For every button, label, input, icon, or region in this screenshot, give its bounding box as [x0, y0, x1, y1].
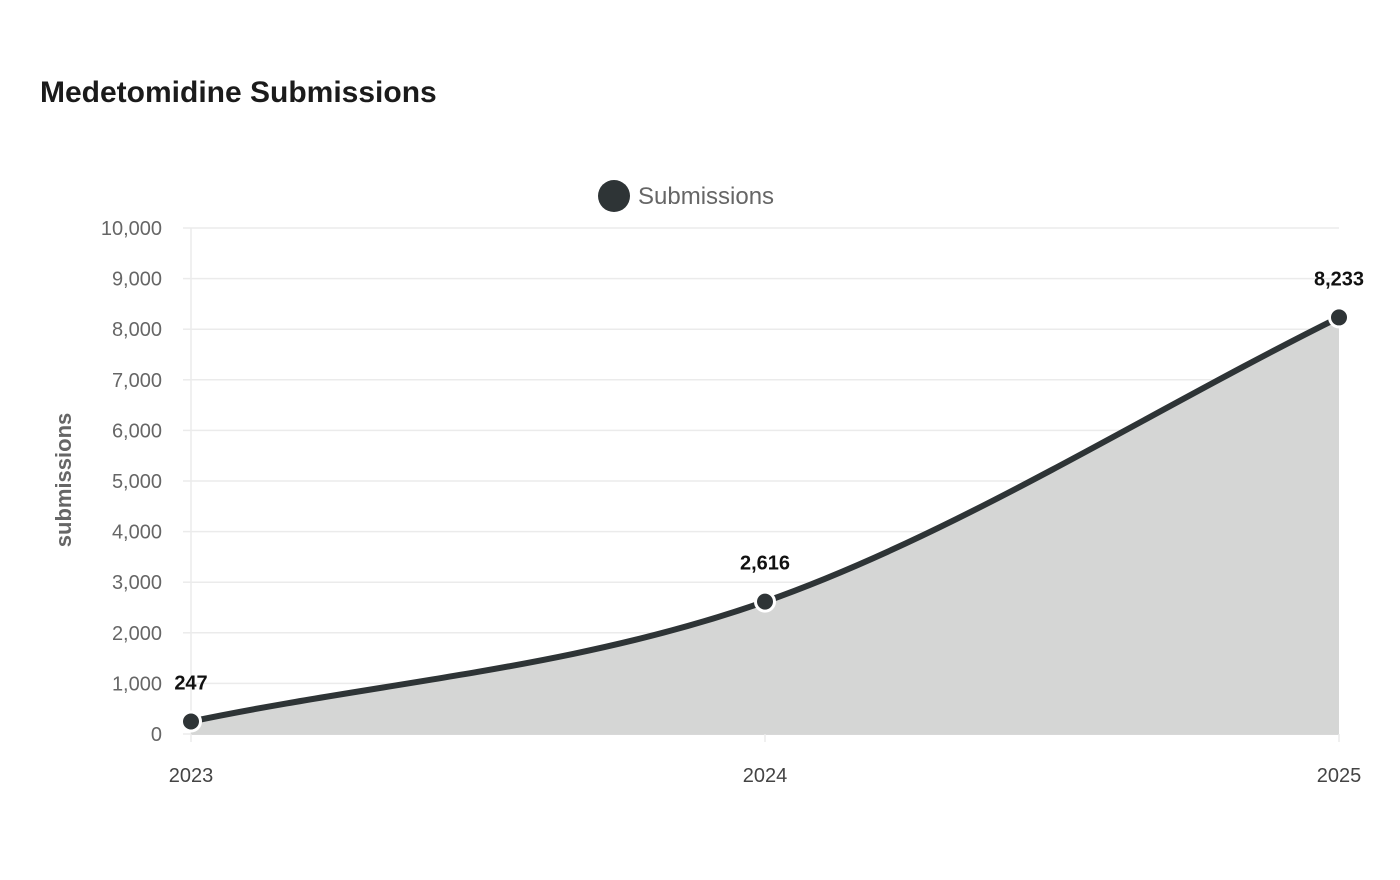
y-tick-label: 5,000 [112, 471, 162, 493]
legend-marker [598, 180, 630, 212]
y-tick-label: 0 [151, 724, 162, 746]
x-tick-label: 2024 [743, 765, 788, 787]
y-tick-label: 3,000 [112, 572, 162, 594]
y-tick-label: 9,000 [112, 269, 162, 291]
axes: 0 1,000 2,000 3,000 4,000 5,000 6,000 7,000 8,00… [101, 218, 1361, 787]
y-tick-label: 6,000 [112, 420, 162, 442]
y-tick-label: 7,000 [112, 370, 162, 392]
x-tick-label: 2023 [169, 765, 214, 787]
chart-title: Medetomidine Submissions [40, 76, 437, 109]
legend[interactable]: Submissions [598, 180, 774, 212]
data-label: 8,233 [1314, 268, 1364, 290]
x-tick-label: 2025 [1317, 765, 1362, 787]
y-tick-label: 4,000 [112, 522, 162, 544]
y-tick-label: 2,000 [112, 623, 162, 645]
data-points [180, 306, 1350, 733]
data-point[interactable] [180, 710, 202, 733]
data-point[interactable] [754, 590, 776, 613]
data-label: 247 [174, 673, 207, 695]
data-point[interactable] [1328, 306, 1350, 329]
y-tick-label: 8,000 [112, 319, 162, 341]
legend-label: Submissions [638, 183, 774, 210]
y-tick-label: 1,000 [112, 673, 162, 695]
data-label: 2,616 [740, 553, 790, 575]
series-area-fill [191, 317, 1339, 734]
data-labels: 247 2,616 8,233 [174, 268, 1364, 694]
y-axis-title: submissions [51, 413, 76, 547]
y-tick-label: 10,000 [101, 218, 162, 240]
